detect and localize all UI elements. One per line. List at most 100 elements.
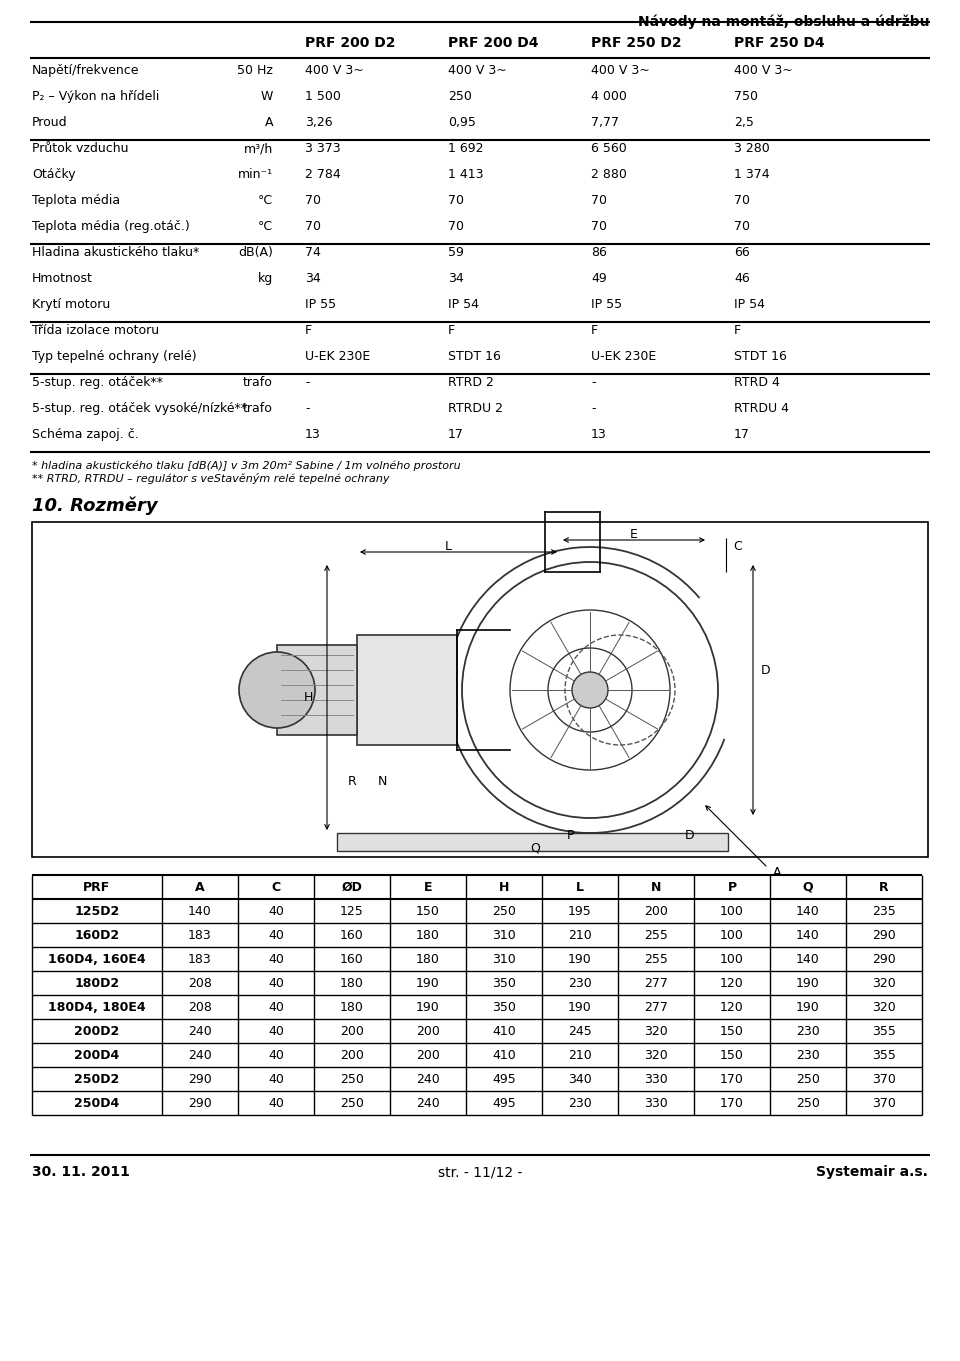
Text: P: P: [728, 881, 736, 894]
Text: 200: 200: [340, 1049, 364, 1062]
Text: H: H: [303, 690, 313, 704]
Text: Návody na montáž, obsluhu a údržbu: Návody na montáž, obsluhu a údržbu: [638, 14, 930, 29]
Text: 183: 183: [188, 953, 212, 966]
Text: 230: 230: [568, 1097, 592, 1111]
Text: F: F: [591, 324, 598, 338]
Text: 250: 250: [340, 1072, 364, 1086]
Text: 100: 100: [720, 930, 744, 942]
Text: 160: 160: [340, 930, 364, 942]
Bar: [277, 645, 357, 735]
Text: N: N: [377, 774, 387, 788]
Text: 40: 40: [268, 1072, 284, 1086]
Text: L: L: [576, 881, 584, 894]
Text: 200D2: 200D2: [74, 1025, 120, 1038]
Text: P₂ – Výkon na hřídeli: P₂ – Výkon na hřídeli: [32, 90, 159, 103]
Text: 250D4: 250D4: [74, 1097, 120, 1111]
Text: W: W: [260, 90, 273, 103]
Text: 230: 230: [796, 1049, 820, 1062]
Text: 5-stup. reg. otáček**: 5-stup. reg. otáček**: [32, 376, 163, 389]
Text: 2 880: 2 880: [591, 167, 627, 181]
Text: 200D4: 200D4: [74, 1049, 120, 1062]
Bar: [357, 636, 457, 744]
Text: N: N: [651, 881, 661, 894]
Text: 120: 120: [720, 1000, 744, 1014]
Text: 5-stup. reg. otáček vysoké/nízké**: 5-stup. reg. otáček vysoké/nízké**: [32, 401, 247, 415]
Text: 750: 750: [734, 90, 758, 103]
Text: 70: 70: [305, 195, 321, 207]
Text: 30. 11. 2011: 30. 11. 2011: [32, 1165, 130, 1179]
Text: 410: 410: [492, 1025, 516, 1038]
Text: PRF: PRF: [84, 881, 110, 894]
Text: R: R: [879, 881, 889, 894]
Text: Průtok vzduchu: Průtok vzduchu: [32, 142, 129, 155]
Text: 350: 350: [492, 1000, 516, 1014]
Bar: [337, 833, 728, 851]
Text: Hladina akustického tlaku*: Hladina akustického tlaku*: [32, 246, 200, 259]
Text: 160D4, 160E4: 160D4, 160E4: [48, 953, 146, 966]
Text: 190: 190: [568, 953, 592, 966]
Text: m³/h: m³/h: [244, 142, 273, 155]
Text: F: F: [734, 324, 741, 338]
Text: trafo: trafo: [243, 401, 273, 415]
Text: 240: 240: [416, 1097, 440, 1111]
Text: RTRDU 4: RTRDU 4: [734, 401, 789, 415]
Text: 40: 40: [268, 1049, 284, 1062]
Text: 290: 290: [188, 1097, 212, 1111]
Text: 208: 208: [188, 1000, 212, 1014]
Text: 290: 290: [188, 1072, 212, 1086]
Text: 310: 310: [492, 953, 516, 966]
Text: 208: 208: [188, 977, 212, 989]
Text: -: -: [305, 376, 309, 389]
Text: IP 55: IP 55: [305, 298, 336, 312]
Text: 17: 17: [734, 427, 750, 441]
Text: 150: 150: [416, 905, 440, 919]
Text: 100: 100: [720, 905, 744, 919]
Text: E: E: [630, 528, 638, 542]
Text: 180: 180: [340, 1000, 364, 1014]
Text: Teplota média: Teplota média: [32, 195, 120, 207]
Text: F: F: [448, 324, 455, 338]
Text: Otáčky: Otáčky: [32, 167, 76, 181]
Bar: [32, 523, 928, 857]
Text: 120: 120: [720, 977, 744, 989]
Text: 13: 13: [305, 427, 321, 441]
Text: 200: 200: [416, 1025, 440, 1038]
Text: 290: 290: [872, 953, 896, 966]
Text: 180: 180: [416, 953, 440, 966]
Text: 49: 49: [591, 272, 607, 284]
Text: 355: 355: [872, 1025, 896, 1038]
Text: 320: 320: [872, 977, 896, 989]
Text: 100: 100: [720, 953, 744, 966]
Text: 34: 34: [448, 272, 464, 284]
Text: PRF 250 D4: PRF 250 D4: [734, 35, 825, 50]
Text: Systemair a.s.: Systemair a.s.: [816, 1165, 928, 1179]
Text: 277: 277: [644, 1000, 668, 1014]
Text: PRF 250 D2: PRF 250 D2: [591, 35, 682, 50]
Text: 250D2: 250D2: [74, 1072, 120, 1086]
Text: 195: 195: [568, 905, 592, 919]
Text: 70: 70: [448, 220, 464, 233]
Text: 320: 320: [872, 1000, 896, 1014]
Text: U-EK 230E: U-EK 230E: [591, 350, 657, 363]
Text: D: D: [685, 829, 695, 842]
Text: -: -: [305, 401, 309, 415]
Text: 310: 310: [492, 930, 516, 942]
Text: 250: 250: [448, 90, 472, 103]
Text: 170: 170: [720, 1097, 744, 1111]
Text: 210: 210: [568, 1049, 592, 1062]
Text: 400 V 3~: 400 V 3~: [448, 64, 507, 78]
Text: 40: 40: [268, 905, 284, 919]
Text: Třída izolace motoru: Třída izolace motoru: [32, 324, 159, 338]
Text: STDT 16: STDT 16: [734, 350, 787, 363]
Text: 86: 86: [591, 246, 607, 259]
Text: 3,26: 3,26: [305, 116, 332, 129]
Text: H: H: [499, 881, 509, 894]
Text: 230: 230: [568, 977, 592, 989]
Text: 190: 190: [416, 1000, 440, 1014]
Text: 70: 70: [734, 220, 750, 233]
Text: U-EK 230E: U-EK 230E: [305, 350, 371, 363]
Text: ØD: ØD: [342, 881, 363, 894]
Text: 160: 160: [340, 953, 364, 966]
Text: 210: 210: [568, 930, 592, 942]
Text: 190: 190: [416, 977, 440, 989]
